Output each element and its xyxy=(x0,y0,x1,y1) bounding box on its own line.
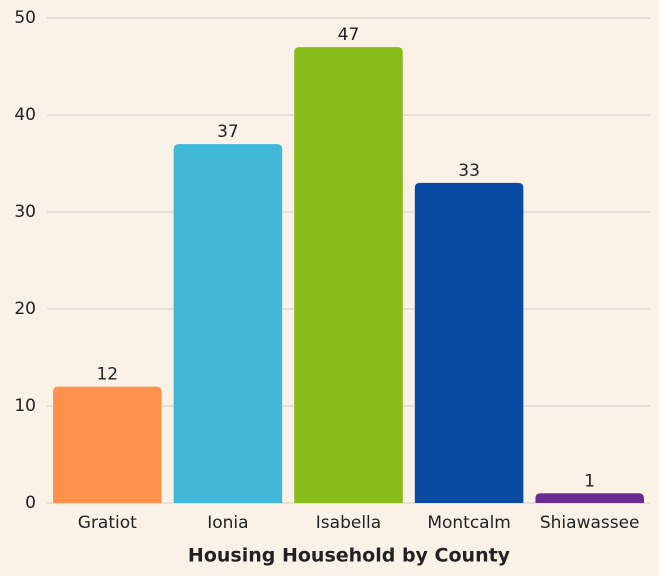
x-tick-label: Montcalm xyxy=(427,513,511,533)
value-label: 37 xyxy=(217,122,239,142)
x-tick-label: Shiawassee xyxy=(540,513,640,533)
value-label: 47 xyxy=(338,25,360,45)
value-label: 33 xyxy=(458,161,480,181)
x-axis-title: Housing Household by County xyxy=(188,545,511,567)
x-tick-label: Isabella xyxy=(316,513,381,533)
value-label: 1 xyxy=(584,471,595,491)
y-tick-label: 30 xyxy=(14,202,36,222)
y-tick-label: 40 xyxy=(14,105,36,125)
x-tick-label: Ionia xyxy=(207,513,248,533)
bar xyxy=(294,47,403,503)
bar xyxy=(414,182,524,503)
y-tick-label: 50 xyxy=(14,8,36,28)
x-tick-label: Gratiot xyxy=(78,513,137,533)
bar xyxy=(535,493,644,503)
y-tick-label: 0 xyxy=(25,493,36,513)
value-label: 12 xyxy=(96,365,118,385)
y-tick-label: 10 xyxy=(14,396,36,416)
bar xyxy=(53,386,162,503)
bar xyxy=(173,144,283,503)
y-tick-label: 20 xyxy=(14,299,36,319)
